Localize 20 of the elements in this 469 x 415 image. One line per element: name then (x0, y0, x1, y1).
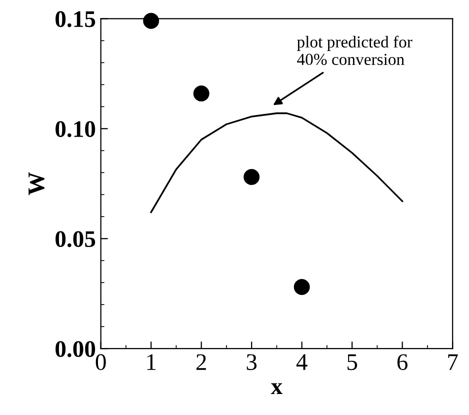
y-tick-label: 0.00 (56, 341, 96, 358)
x-tick-label: 1 (147, 354, 156, 370)
x-tick-label: 7 (448, 354, 458, 370)
y-tick-label: 0.15 (56, 11, 96, 28)
y-axis-title: W (28, 172, 44, 196)
x-tick-label: 6 (397, 354, 408, 370)
x-axis-title: x (270, 383, 282, 394)
point (143, 12, 160, 29)
line-series (150, 112, 404, 214)
y-tick-label: 0.10 (56, 121, 96, 138)
x-tick-label: 4 (296, 354, 308, 370)
point (294, 279, 310, 295)
point (193, 85, 210, 102)
x-tick-label: 5 (348, 354, 358, 370)
x-tick-label: 2 (196, 354, 206, 370)
x-tick-label: 0 (96, 354, 106, 370)
y-tick-label: 0.05 (56, 231, 96, 248)
point (244, 169, 260, 186)
annotation: plot predicted for 40% conversion (297, 36, 412, 66)
x-tick-label: 3 (246, 354, 257, 370)
